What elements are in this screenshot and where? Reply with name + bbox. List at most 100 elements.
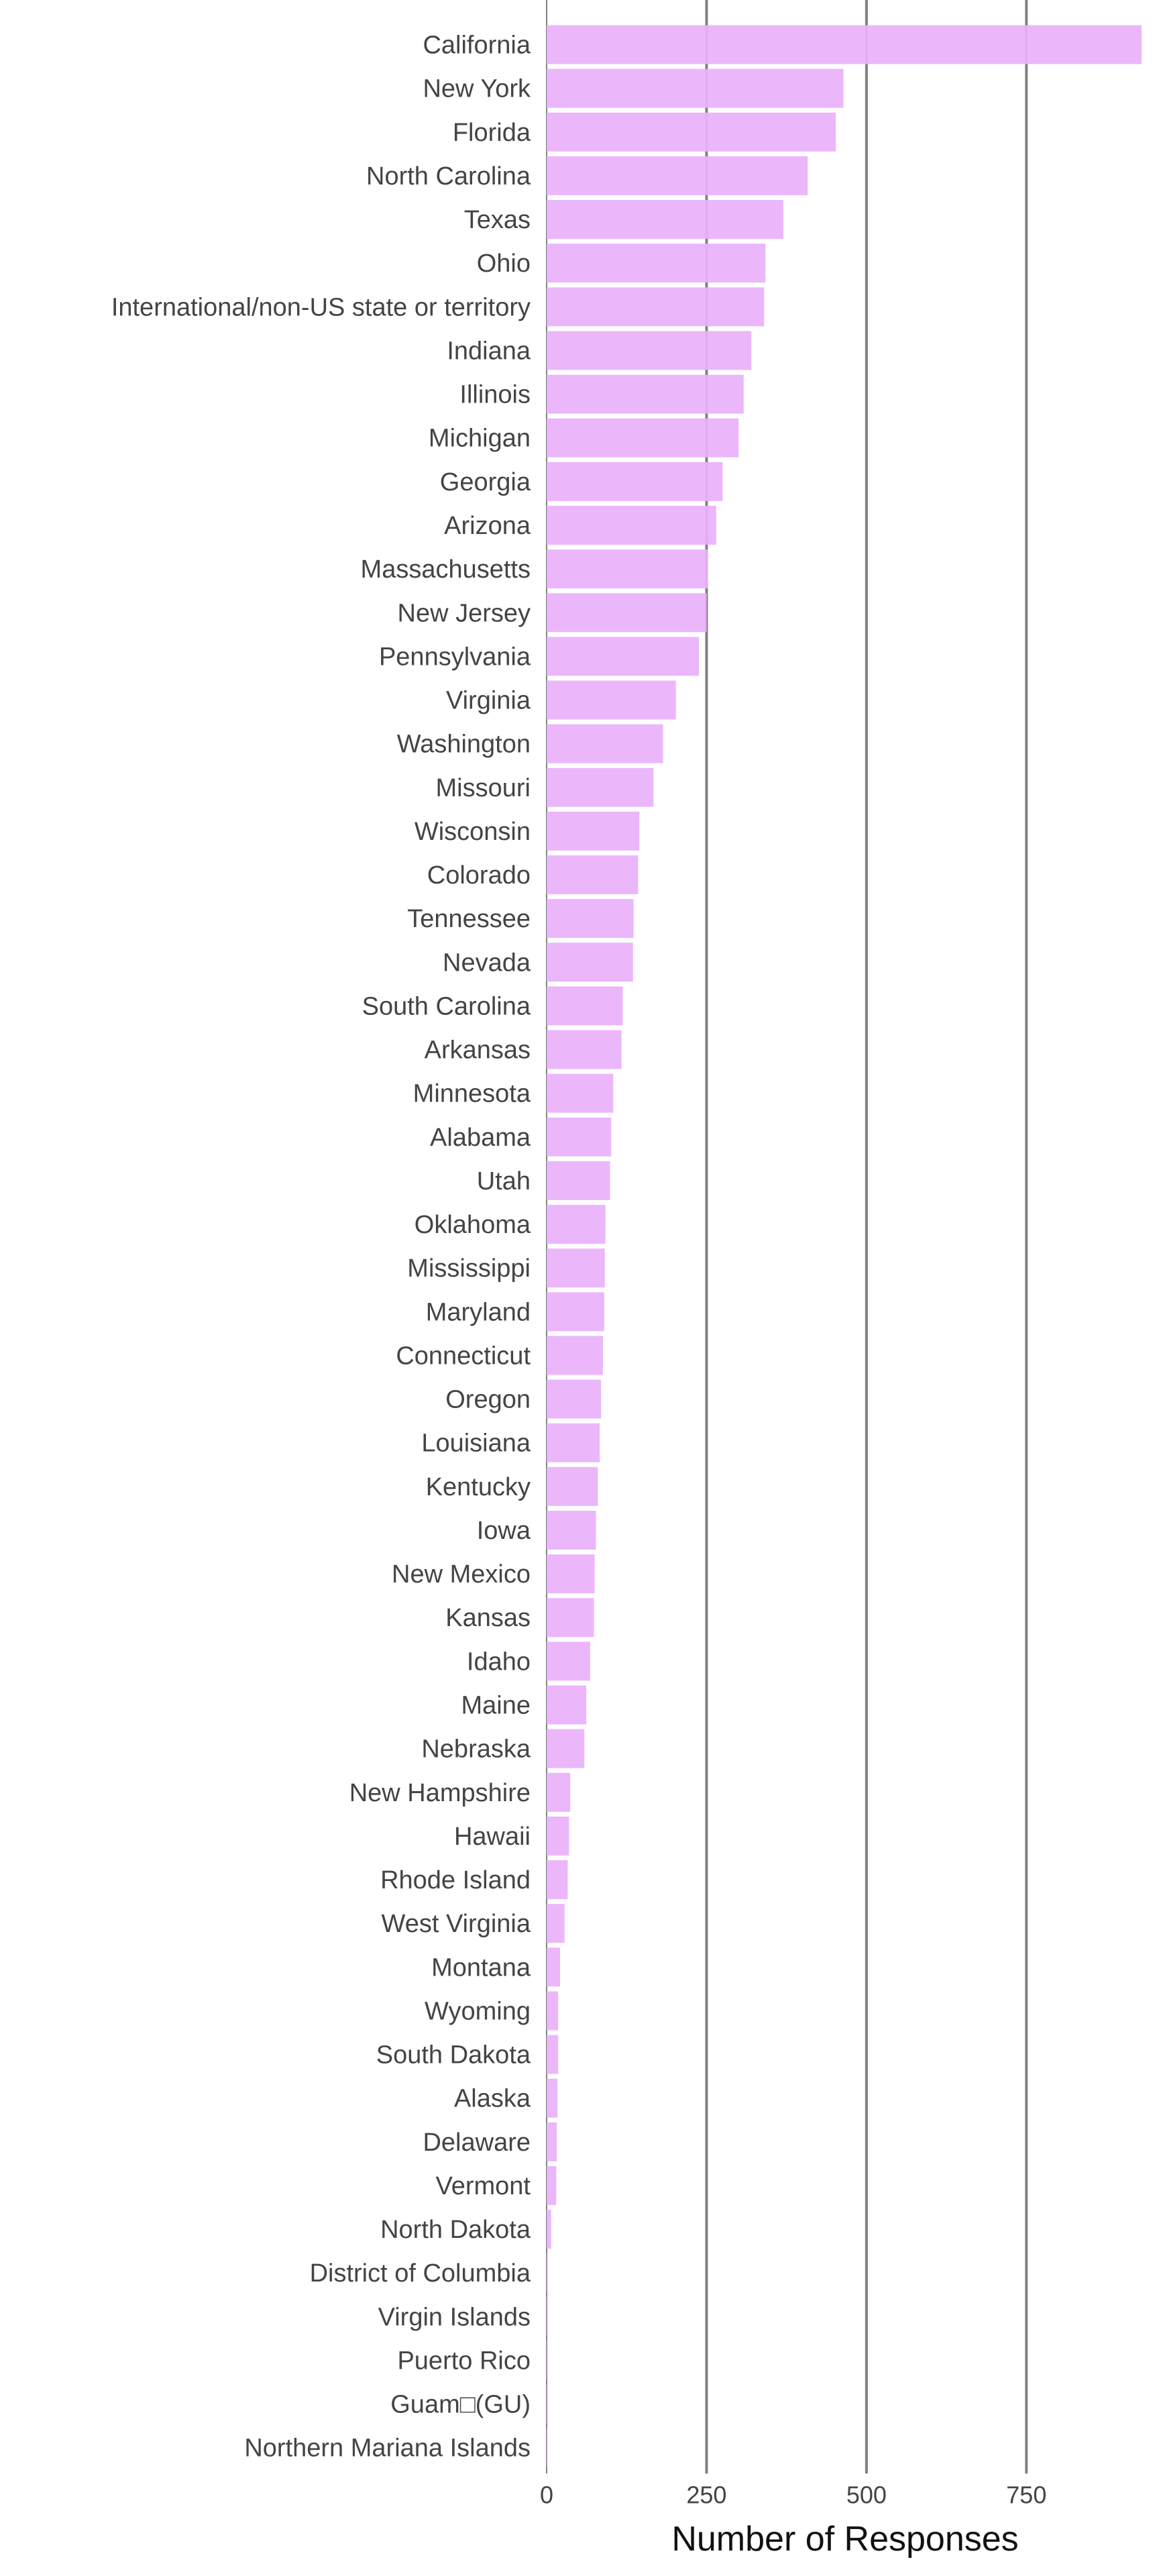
category-label: Virgin Islands bbox=[378, 2303, 531, 2331]
bar bbox=[547, 2078, 558, 2118]
bar bbox=[547, 1117, 612, 1157]
category-label: Wyoming bbox=[425, 1997, 531, 2025]
bar bbox=[547, 899, 634, 938]
category-label: Kansas bbox=[445, 1604, 531, 1632]
category-label: New Mexico bbox=[392, 1560, 531, 1589]
gridlines bbox=[546, 0, 1028, 2474]
category-label: Wisconsin bbox=[415, 818, 531, 846]
bar bbox=[547, 1772, 571, 1812]
bar bbox=[547, 724, 663, 763]
x-tick-label: 250 bbox=[686, 2481, 726, 2508]
bar bbox=[547, 1423, 600, 1462]
category-label: Ohio bbox=[477, 250, 531, 278]
bar bbox=[547, 986, 623, 1026]
category-label: New Jersey bbox=[398, 599, 531, 627]
bar bbox=[547, 1685, 587, 1725]
bar bbox=[547, 1336, 603, 1375]
category-label: Kentucky bbox=[426, 1473, 531, 1501]
x-tick-label: 750 bbox=[1006, 2481, 1046, 2508]
bar bbox=[547, 1030, 622, 1069]
bar bbox=[547, 2165, 557, 2205]
bar bbox=[547, 374, 744, 414]
category-label: Mississippi bbox=[407, 1254, 531, 1283]
category-label: New Hampshire bbox=[349, 1779, 531, 1807]
bar bbox=[547, 2253, 548, 2293]
bar bbox=[547, 1248, 605, 1288]
category-label: Iowa bbox=[477, 1517, 531, 1545]
bar bbox=[547, 2384, 548, 2424]
bar bbox=[547, 418, 739, 458]
category-label: Delaware bbox=[423, 2129, 531, 2157]
bar bbox=[547, 287, 765, 327]
category-label: California bbox=[423, 32, 531, 60]
category-label: District of Columbia bbox=[310, 2259, 531, 2288]
bar bbox=[547, 244, 766, 283]
category-label: Maryland bbox=[426, 1298, 531, 1326]
bar bbox=[547, 112, 836, 152]
bar bbox=[547, 2210, 551, 2249]
category-label: Oregon bbox=[445, 1386, 531, 1414]
category-label: South Dakota bbox=[376, 2041, 531, 2070]
bar bbox=[547, 680, 676, 720]
bar bbox=[547, 1729, 585, 1768]
category-label: Georgia bbox=[440, 468, 531, 496]
category-label: Louisiana bbox=[421, 1430, 531, 1458]
bar bbox=[547, 811, 640, 851]
category-label: Virginia bbox=[446, 687, 531, 715]
bar bbox=[547, 549, 708, 589]
category-label: Oklahoma bbox=[415, 1211, 531, 1239]
category-label: Connecticut bbox=[396, 1342, 531, 1370]
category-label: North Carolina bbox=[366, 162, 531, 191]
category-label: Minnesota bbox=[413, 1080, 531, 1108]
bar bbox=[547, 25, 1142, 64]
bar bbox=[547, 200, 783, 239]
bar bbox=[547, 1991, 559, 2031]
bar bbox=[547, 1642, 590, 1681]
category-label: Puerto Rico bbox=[397, 2347, 531, 2375]
bar bbox=[547, 1161, 610, 1200]
category-label: Texas bbox=[464, 206, 531, 234]
category-label: Northern Mariana Islands bbox=[244, 2434, 531, 2463]
x-tick-labels: 0 250 500 750 bbox=[540, 2481, 1046, 2508]
bar bbox=[547, 767, 654, 807]
bar bbox=[547, 1205, 606, 1244]
category-label: Florida bbox=[453, 119, 531, 147]
bar bbox=[547, 1860, 568, 1900]
bar bbox=[547, 1904, 565, 1943]
category-label: Washington bbox=[397, 731, 531, 759]
bar bbox=[547, 2122, 557, 2161]
bar bbox=[547, 2297, 548, 2337]
category-label: Alabama bbox=[430, 1124, 531, 1152]
bar bbox=[547, 331, 752, 370]
category-label: South Carolina bbox=[362, 992, 531, 1020]
x-axis-title: Number of Responses bbox=[671, 2520, 1018, 2559]
bar bbox=[547, 2035, 559, 2074]
category-label: Montana bbox=[431, 1953, 531, 1982]
bar bbox=[547, 68, 844, 108]
bar bbox=[547, 1510, 596, 1550]
category-label: Illinois bbox=[459, 381, 531, 409]
bar bbox=[547, 1554, 595, 1594]
category-label: International/non-US state or territory bbox=[111, 293, 531, 321]
category-label: New York bbox=[423, 75, 531, 103]
category-label: Idaho bbox=[467, 1648, 531, 1676]
bar bbox=[547, 1379, 602, 1419]
category-label: Maine bbox=[461, 1692, 531, 1720]
bar bbox=[547, 1598, 594, 1638]
category-label: Pennsylvania bbox=[379, 643, 531, 671]
category-label: Arizona bbox=[444, 512, 531, 540]
category-label: Missouri bbox=[436, 774, 531, 802]
bar bbox=[547, 855, 639, 895]
category-label: Rhode Island bbox=[380, 1866, 531, 1894]
category-label: Nevada bbox=[443, 949, 531, 977]
category-label: Arkansas bbox=[425, 1036, 531, 1065]
bar bbox=[547, 1947, 561, 1987]
bar bbox=[547, 156, 808, 195]
category-label: Tennessee bbox=[407, 905, 531, 933]
category-label: Michigan bbox=[429, 425, 531, 453]
category-label: Nebraska bbox=[421, 1735, 531, 1764]
bar bbox=[547, 462, 723, 501]
bar bbox=[547, 593, 707, 633]
